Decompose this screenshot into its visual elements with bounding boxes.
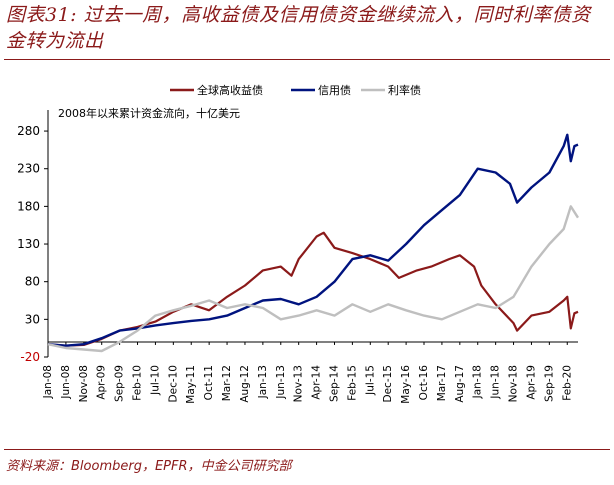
x-tick-label: Dec-15 bbox=[382, 365, 394, 402]
x-tick-label: Nov-08 bbox=[78, 365, 90, 402]
x-tick-label: Feb-15 bbox=[346, 365, 358, 401]
x-tick-label: Aug-12 bbox=[239, 365, 251, 403]
x-tick-label: Apr-09 bbox=[96, 365, 108, 400]
x-tick-label: Oct-16 bbox=[418, 365, 430, 401]
y-tick-label: 180 bbox=[17, 199, 40, 213]
y-tick-label: 280 bbox=[17, 124, 40, 138]
x-tick-label: Oct-11 bbox=[203, 365, 215, 400]
x-tick-label: Aug-17 bbox=[454, 365, 466, 403]
chart-title: 图表31: 过去一周，高收益债及信用债资金继续流入，同时利率债资金转为流出 bbox=[6, 4, 591, 52]
legend-label-3: 利率债 bbox=[388, 83, 421, 97]
chart-annotation: 2008年以来累计资金流向，十亿美元 bbox=[58, 106, 240, 120]
x-tick-label: Mar-17 bbox=[436, 365, 448, 401]
footer-divider bbox=[4, 449, 610, 450]
x-tick-label: Jan-18 bbox=[472, 365, 484, 399]
x-tick-label: Sep-14 bbox=[328, 365, 340, 402]
plot-area: -20 30 80 130 180 230 280 Jan-08 Jun-08 Nov-08 Apr… bbox=[17, 110, 580, 404]
y-tick-label: 230 bbox=[17, 162, 40, 176]
x-tick-label: Feb-10 bbox=[132, 365, 144, 401]
x-tick-label: Jun-18 bbox=[490, 365, 502, 400]
x-tick-label: May-11 bbox=[185, 365, 197, 404]
series-line-1 bbox=[47, 231, 579, 347]
legend-label-1: 全球高收益债 bbox=[197, 83, 263, 97]
x-tick-label: Jul-10 bbox=[149, 365, 161, 396]
x-tick-label: Dec-10 bbox=[167, 365, 179, 402]
x-tick-label: Jul-15 bbox=[364, 365, 376, 396]
series-line-2 bbox=[47, 133, 579, 347]
x-tick-label: Jun-08 bbox=[60, 365, 72, 400]
x-tick-label: Jan-08 bbox=[42, 365, 54, 399]
x-tick-label: Sep-09 bbox=[114, 365, 126, 402]
x-tick-label: Mar-12 bbox=[221, 365, 233, 401]
x-tick-label: Apr-19 bbox=[525, 365, 537, 400]
x-tick-label: Nov-18 bbox=[508, 365, 520, 402]
x-tick-label: Jan-13 bbox=[257, 365, 269, 399]
title-divider bbox=[4, 59, 610, 60]
x-tick-label: Feb-20 bbox=[561, 365, 573, 401]
series-line-3 bbox=[47, 205, 580, 353]
x-tick-label: Nov-13 bbox=[293, 365, 305, 402]
x-tick-label: Sep-19 bbox=[543, 365, 555, 402]
y-tick-label: 80 bbox=[25, 275, 40, 289]
legend: 全球高收益债 信用债 利率债 bbox=[170, 83, 421, 97]
legend-label-2: 信用债 bbox=[318, 83, 351, 97]
y-tick-label: -20 bbox=[20, 350, 40, 364]
source-note: 资料来源：Bloomberg，EPFR，中金公司研究部 bbox=[6, 459, 292, 474]
x-tick-label: May-16 bbox=[400, 365, 412, 404]
x-tick-label: Jun-13 bbox=[275, 365, 287, 400]
y-tick-label: 30 bbox=[25, 312, 40, 326]
y-tick-label: 130 bbox=[17, 237, 40, 251]
x-tick-label: Apr-14 bbox=[311, 365, 323, 400]
